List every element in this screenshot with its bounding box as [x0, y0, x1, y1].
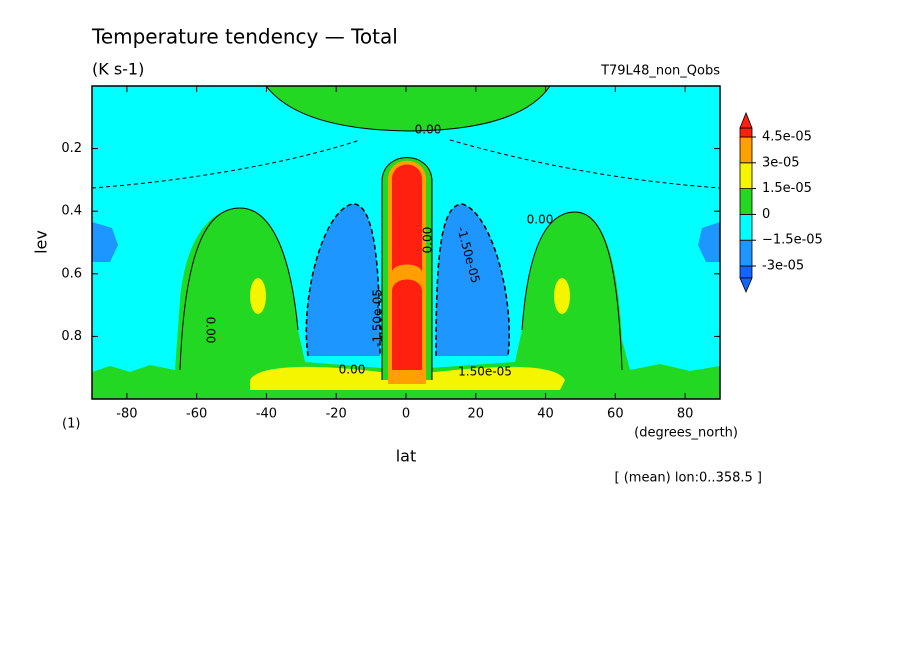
contour-region [92, 222, 118, 262]
colorbar-bin [739, 136, 753, 164]
contour-region [392, 279, 422, 370]
y-unit: (1) [62, 417, 80, 432]
contour-line [305, 203, 381, 357]
x-unit: (degrees_north) [634, 426, 738, 441]
chart-title: Temperature tendency — Total [91, 25, 398, 49]
colorbar-label: 3e-05 [762, 155, 800, 170]
contour-label: 0.00 [415, 123, 442, 137]
contour-region [306, 203, 380, 356]
contour-label: 0.00 [421, 227, 435, 254]
colorbar-arrow [739, 111, 753, 129]
contour-region [698, 222, 720, 262]
run-label: T79L48_non_Qobs [600, 64, 720, 79]
contour-line [521, 211, 623, 371]
contour-line [265, 86, 551, 132]
colorbar-label: −1.5e-05 [762, 233, 823, 248]
x-tick-label: 40 [537, 407, 554, 422]
x-tick-label: -80 [116, 407, 137, 422]
colorbar-bin [739, 188, 753, 215]
contour-region [392, 164, 422, 272]
x-tick-label: 60 [607, 407, 624, 422]
x-tick-label: -20 [326, 407, 347, 422]
contour-lines [92, 86, 720, 380]
contour-label: -1.50e-05 [371, 289, 385, 347]
x-tick-label: -60 [186, 407, 207, 422]
x-tick-label: 80 [677, 407, 694, 422]
x-tick-label: 0 [402, 407, 410, 422]
colorbar-bin [739, 162, 753, 190]
contour-label: 0.00 [339, 363, 366, 377]
y-axis-label: lev [32, 230, 51, 254]
contour-line [435, 203, 510, 357]
y-tick-label: 0.6 [61, 266, 82, 281]
colorbar-bin [739, 265, 753, 279]
contour-label: 0.00 [204, 317, 218, 344]
y-tick-label: 0.4 [61, 204, 82, 219]
contour-line [179, 207, 299, 371]
colorbar-label: -3e-05 [762, 259, 804, 274]
colorbar-arrow [739, 277, 753, 294]
x-tick-label: -40 [256, 407, 277, 422]
contour-region [92, 208, 720, 399]
colorbar-bin [739, 239, 753, 267]
x-axis-label: lat [396, 447, 417, 466]
contour-region [266, 86, 550, 131]
axes: -80 -60 -40 -20 0 20 40 60 80 0.2 0.4 0.6 0.8 [61, 86, 720, 422]
y-tick-label: 0.8 [61, 329, 82, 344]
contour-line [381, 157, 433, 380]
contour-line [92, 139, 720, 189]
footnote: [ (mean) lon:0..358.5 ] [615, 471, 763, 486]
colorbar-bin [739, 213, 753, 241]
subtitle: (K s-1) [92, 60, 144, 79]
contour-field: 0.00 0.00 0.00 0.00 -1.50e-05 -1.50e-05 … [92, 86, 720, 399]
contour-region [436, 204, 510, 356]
y-tick-label: 0.2 [61, 141, 82, 156]
x-tick-label: 20 [468, 407, 485, 422]
contour-label: 1.50e-05 [458, 365, 512, 379]
colorbar: -3e-05 −1.5e-05 0 1.5e-05 3e-05 4.5e-05 [739, 111, 823, 294]
colorbar-bin [739, 127, 753, 138]
colorbar-label: 1.5e-05 [762, 181, 812, 196]
contour-region [250, 278, 266, 314]
contour-label: 0.00 [527, 213, 554, 227]
colorbar-label: 0 [762, 207, 770, 222]
contour-region [554, 278, 570, 314]
colorbar-label: 4.5e-05 [762, 130, 812, 145]
